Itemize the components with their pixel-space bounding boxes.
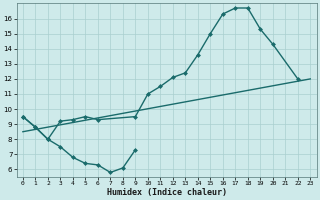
X-axis label: Humidex (Indice chaleur): Humidex (Indice chaleur) bbox=[107, 188, 227, 197]
